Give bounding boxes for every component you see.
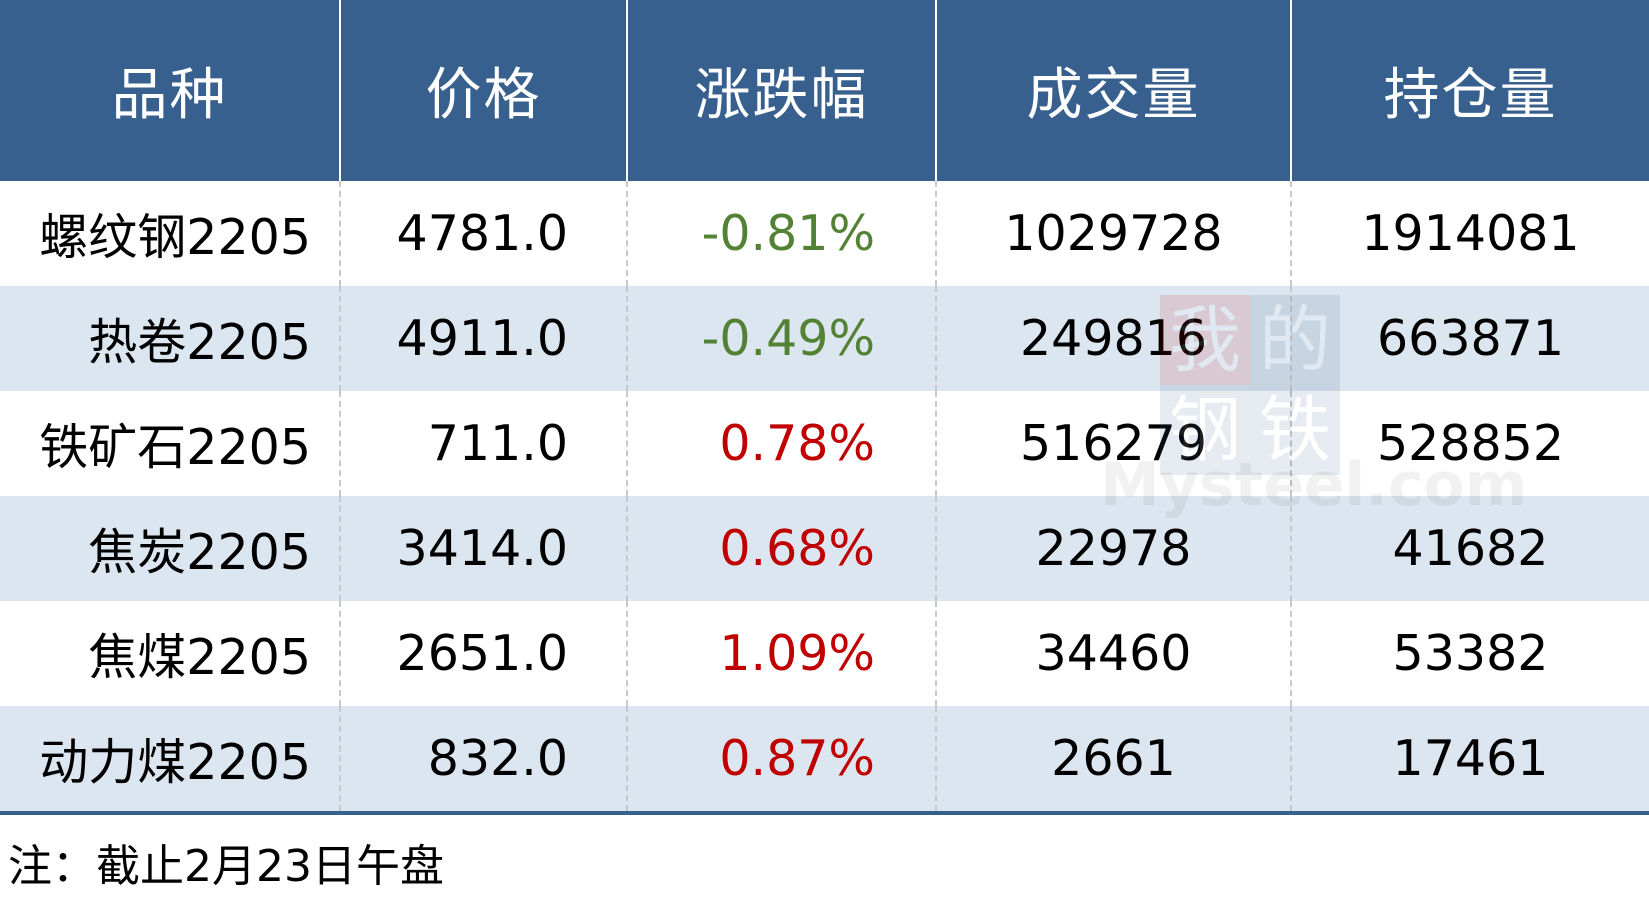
cell-price: 4781.0 [339, 181, 627, 286]
cell-volume: 1029728 [935, 181, 1291, 286]
cell-change: 0.87% [626, 706, 936, 815]
cell-open-interest: 528852 [1290, 391, 1649, 496]
cell-change: 1.09% [626, 601, 936, 706]
cell-change: -0.49% [626, 286, 936, 391]
cell-variety: 铁矿石2205 [39, 419, 311, 476]
header-price: 价格 [339, 0, 627, 181]
cell-change: 0.68% [626, 496, 936, 601]
table-row: 热卷2205 4911.0 -0.49% 249816 663871 [0, 286, 1649, 391]
cell-variety: 螺纹钢2205 [39, 209, 311, 266]
cell-price: 3414.0 [339, 496, 627, 601]
cell-change: -0.81% [626, 181, 936, 286]
cell-volume: 22978 [935, 496, 1291, 601]
cell-volume: 516279 [935, 391, 1291, 496]
cell-volume: 249816 [935, 286, 1291, 391]
cell-price: 711.0 [339, 391, 627, 496]
header-row: 品种 价格 涨跌幅 成交量 持仓量 [0, 0, 1649, 181]
footnote: 注：截止2月23日午盘 [8, 841, 444, 892]
header-variety: 品种 [0, 0, 340, 181]
cell-open-interest: 41682 [1290, 496, 1649, 601]
cell-variety: 动力煤2205 [0, 706, 340, 815]
cell-volume: 2661 [935, 706, 1291, 815]
header-open-interest: 持仓量 [1290, 0, 1649, 181]
cell-open-interest: 53382 [1290, 601, 1649, 706]
table-row: 焦炭2205 3414.0 0.68% 22978 41682 [0, 496, 1649, 601]
cell-volume: 34460 [935, 601, 1291, 706]
cell-open-interest: 17461 [1290, 706, 1649, 815]
header-change: 涨跌幅 [626, 0, 936, 181]
cell-change: 0.78% [626, 391, 936, 496]
cell-variety: 焦煤2205 [88, 629, 311, 686]
cell-price: 832.0 [339, 706, 627, 815]
cell-variety: 焦炭2205 [0, 496, 340, 601]
table-row: 动力煤2205 832.0 0.87% 2661 17461 [0, 706, 1649, 815]
table-row: 螺纹钢2205 4781.0 -0.81% 1029728 1914081 [0, 181, 1649, 286]
cell-variety: 热卷2205 [0, 286, 340, 391]
table-row: 焦煤2205 2651.0 1.09% 34460 53382 [0, 601, 1649, 706]
cell-open-interest: 1914081 [1290, 181, 1649, 286]
cell-open-interest: 663871 [1290, 286, 1649, 391]
cell-price: 2651.0 [339, 601, 627, 706]
table-row: 铁矿石2205 711.0 0.78% 516279 528852 [0, 391, 1649, 496]
cell-price: 4911.0 [339, 286, 627, 391]
futures-table: 品种 价格 涨跌幅 成交量 持仓量 螺纹钢2205 4781.0 -0.81% 102… [0, 0, 1649, 815]
header-volume: 成交量 [935, 0, 1291, 181]
